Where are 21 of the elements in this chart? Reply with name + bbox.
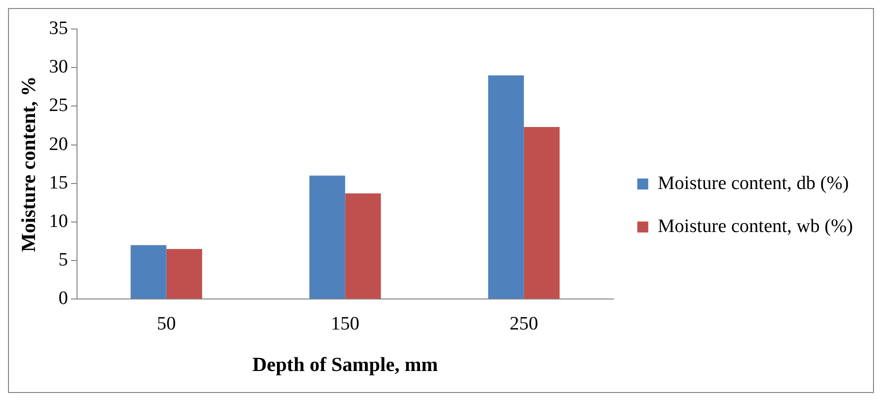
- y-tick-label: 30: [49, 56, 68, 78]
- y-tick-label: 10: [49, 210, 68, 232]
- y-tick-label: 20: [49, 134, 68, 155]
- y-tick-label: 35: [49, 18, 68, 39]
- bar: [345, 193, 381, 299]
- bar: [524, 127, 560, 299]
- bar: [309, 176, 346, 299]
- y-axis-title: Moisture content, %: [18, 76, 40, 252]
- x-tick-label: 150: [330, 314, 360, 335]
- y-tick-label: 0: [58, 288, 68, 310]
- x-tick-label: 250: [510, 314, 538, 335]
- legend-label: Moisture content, wb (%): [658, 216, 853, 237]
- bar: [488, 75, 524, 299]
- y-tick-label: 25: [49, 95, 68, 116]
- x-axis-title: Depth of Sample, mm: [252, 354, 438, 376]
- y-tick-label: 15: [49, 172, 68, 194]
- bar: [130, 245, 166, 299]
- legend-label: Moisture content, db (%): [658, 172, 849, 194]
- y-tick-label: 5: [58, 250, 68, 271]
- x-tick-label: 50: [156, 314, 176, 335]
- bar: [166, 249, 202, 299]
